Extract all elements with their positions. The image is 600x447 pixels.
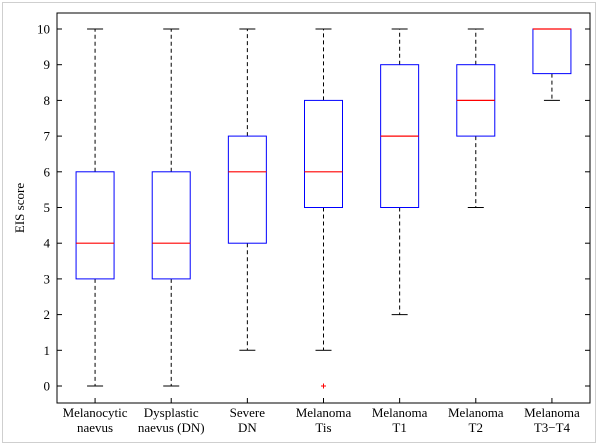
y-tick-label: 3 bbox=[44, 271, 51, 286]
y-tick-label: 4 bbox=[44, 236, 51, 251]
iqr-box bbox=[75, 171, 115, 280]
y-tick-label: 2 bbox=[44, 307, 51, 322]
x-tick-label: Tis bbox=[315, 420, 331, 435]
y-tick-label: 10 bbox=[37, 22, 50, 37]
iqr-box bbox=[532, 28, 572, 75]
x-tick-label: Melanoma bbox=[296, 405, 352, 420]
y-tick-label: 7 bbox=[44, 129, 51, 144]
x-tick-label: naevus (DN) bbox=[138, 420, 205, 435]
x-tick-label: T2 bbox=[469, 420, 483, 435]
x-tick-label: Dysplastic bbox=[144, 405, 199, 420]
x-tick-label: T3−T4 bbox=[534, 420, 571, 435]
iqr-box bbox=[304, 99, 343, 208]
y-tick-label: 6 bbox=[44, 164, 51, 179]
x-tick-label: Melanoma bbox=[372, 405, 428, 420]
outlier-marker bbox=[321, 383, 326, 389]
y-axis-label: EIS score bbox=[12, 183, 27, 233]
iqr-box bbox=[151, 171, 191, 280]
iqr-box bbox=[227, 135, 267, 244]
chart-frame bbox=[2, 2, 596, 443]
x-tick-label: Melanoma bbox=[524, 405, 580, 420]
y-tick-label: 1 bbox=[44, 343, 51, 358]
y-tick-label: 0 bbox=[44, 379, 51, 394]
x-tick-label: DN bbox=[238, 420, 257, 435]
x-tick-label: naevus bbox=[77, 420, 113, 435]
x-tick-label: Severe bbox=[230, 405, 266, 420]
y-tick-label: 8 bbox=[44, 93, 51, 108]
x-tick-label: T1 bbox=[392, 420, 406, 435]
x-tick-label: Melanocytic bbox=[63, 405, 128, 420]
y-tick-label: 5 bbox=[44, 200, 51, 215]
x-tick-label: Melanoma bbox=[448, 405, 504, 420]
y-tick-label: 9 bbox=[44, 57, 51, 72]
